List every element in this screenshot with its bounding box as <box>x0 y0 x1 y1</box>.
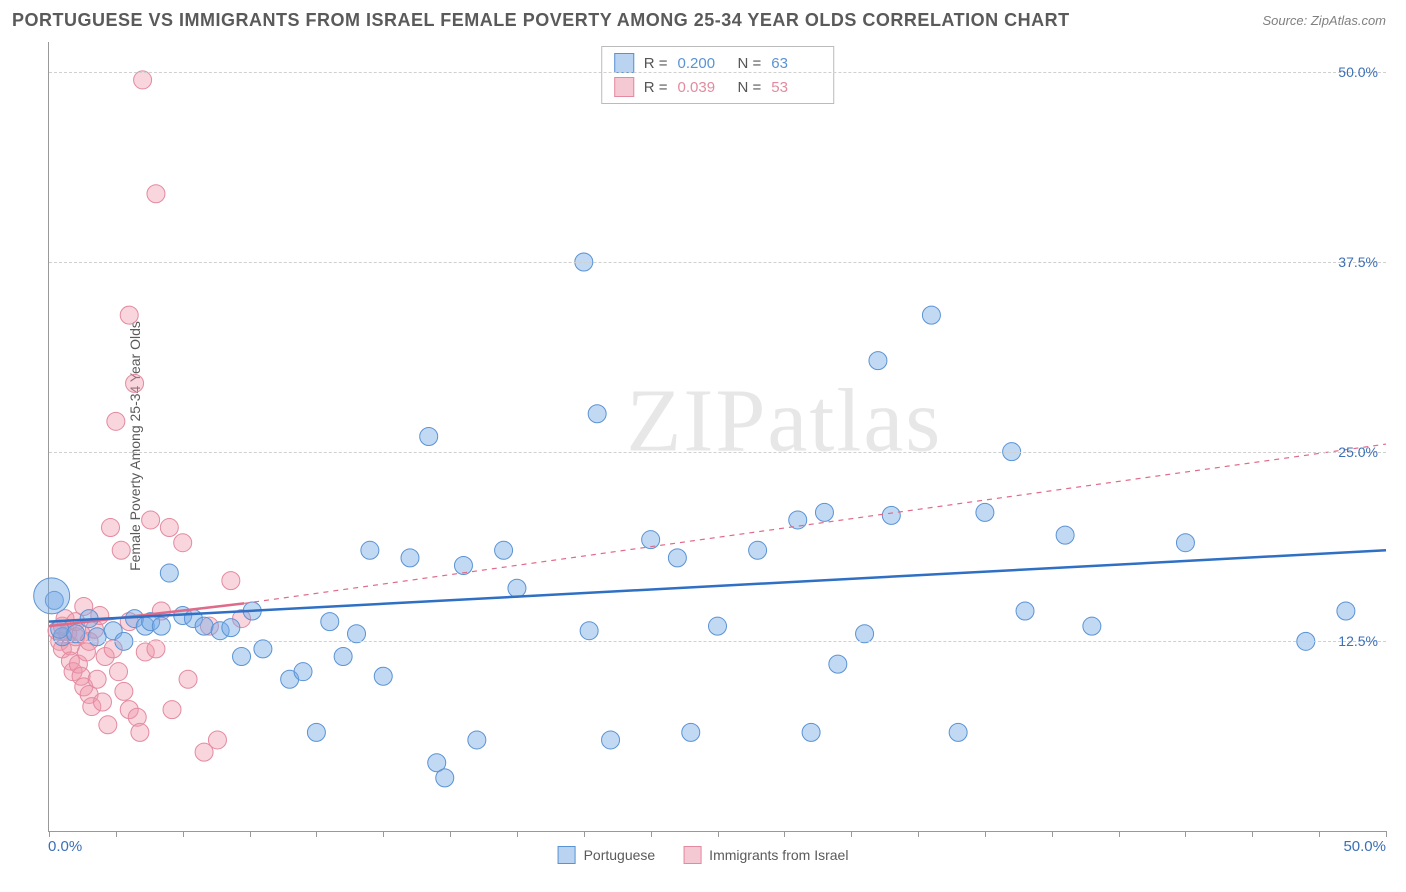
x-axis-max-label: 50.0% <box>1343 838 1386 855</box>
legend-label: Immigrants from Israel <box>709 847 848 863</box>
swatch-icon <box>683 846 701 864</box>
n-label: N = <box>738 55 762 72</box>
y-tick-label: 50.0% <box>1338 64 1378 80</box>
swatch-icon <box>614 77 634 97</box>
legend: Portuguese Immigrants from Israel <box>558 846 849 864</box>
r-label: R = <box>644 79 668 96</box>
n-value-portuguese: 63 <box>771 55 821 72</box>
stats-row-israel: R = 0.039 N = 53 <box>614 75 822 99</box>
source-attribution: Source: ZipAtlas.com <box>1262 13 1386 28</box>
y-tick-label: 12.5% <box>1338 633 1378 649</box>
chart-plot-area: ZIPatlas R = 0.200 N = 63 R = 0.039 N = … <box>48 42 1386 832</box>
y-tick-label: 37.5% <box>1338 254 1378 270</box>
legend-item-israel: Immigrants from Israel <box>683 846 848 864</box>
legend-item-portuguese: Portuguese <box>558 846 656 864</box>
swatch-icon <box>558 846 576 864</box>
chart-title: PORTUGUESE VS IMMIGRANTS FROM ISRAEL FEM… <box>12 10 1070 31</box>
n-label: N = <box>738 79 762 96</box>
x-axis-min-label: 0.0% <box>48 838 82 855</box>
r-value-israel: 0.039 <box>678 79 728 96</box>
legend-label: Portuguese <box>584 847 656 863</box>
scatter-svg <box>49 42 1386 831</box>
swatch-icon <box>614 53 634 73</box>
r-label: R = <box>644 55 668 72</box>
r-value-portuguese: 0.200 <box>678 55 728 72</box>
n-value-israel: 53 <box>771 79 821 96</box>
y-tick-label: 25.0% <box>1338 444 1378 460</box>
stats-legend-box: R = 0.200 N = 63 R = 0.039 N = 53 <box>601 46 835 104</box>
